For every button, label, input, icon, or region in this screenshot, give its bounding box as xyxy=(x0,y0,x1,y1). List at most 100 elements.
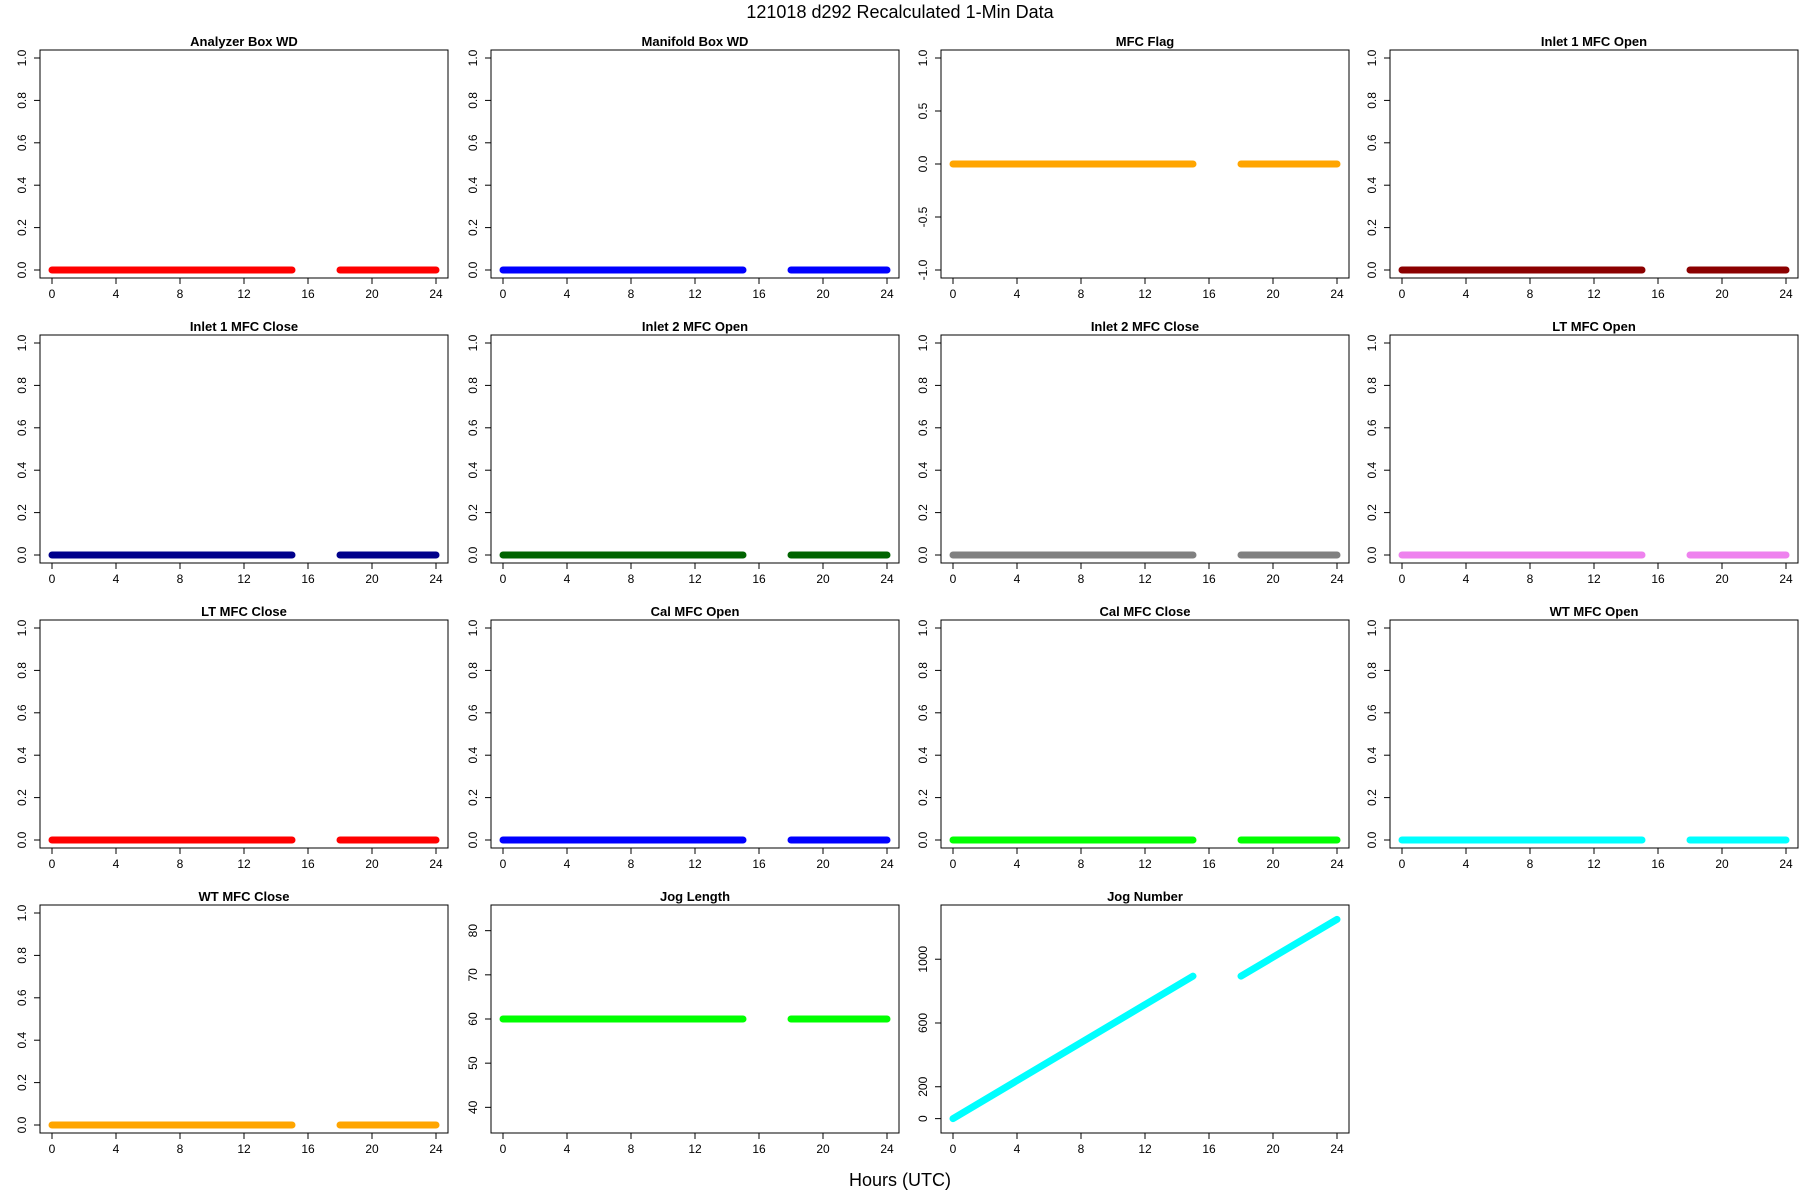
x-tick-label: 16 xyxy=(1202,287,1216,301)
y-tick-label: 40 xyxy=(466,1100,480,1114)
y-tick-label: 0.8 xyxy=(1365,662,1379,679)
x-tick-label: 20 xyxy=(1266,857,1280,871)
x-tick-label: 0 xyxy=(950,857,957,871)
y-tick-label: 0.4 xyxy=(15,747,29,764)
plot-frame xyxy=(1389,334,1799,564)
y-tick-label: -0.5 xyxy=(916,206,930,227)
x-tick-label: 12 xyxy=(1587,287,1601,301)
plot-frame xyxy=(490,334,900,564)
panel: Inlet 1 MFC Open 0 4 8 12 16 20 24 0.0 0.2 0.4 0.6 0… xyxy=(1365,34,1799,301)
panel-title: LT MFC Close xyxy=(201,604,287,619)
panel: Inlet 2 MFC Close 0 4 8 12 16 20 24 0.0 0.2 0.4 0.6… xyxy=(916,319,1350,586)
x-tick-label: 8 xyxy=(177,1142,184,1156)
y-tick-label: 0.2 xyxy=(1365,504,1379,521)
x-tick-label: 4 xyxy=(1463,287,1470,301)
x-tick-label: 4 xyxy=(1014,1142,1021,1156)
x-tick-label: 16 xyxy=(1202,572,1216,586)
x-tick-label: 0 xyxy=(49,287,56,301)
y-tick-label: 0.2 xyxy=(15,1074,29,1091)
y-tick-label: 1.0 xyxy=(466,334,480,351)
x-tick-label: 16 xyxy=(301,1142,315,1156)
x-tick-label: 12 xyxy=(237,1142,251,1156)
x-tick-label: 0 xyxy=(950,572,957,586)
y-tick-label: 0.4 xyxy=(1365,462,1379,479)
x-tick-label: 24 xyxy=(880,287,894,301)
x-tick-label: 4 xyxy=(1463,857,1470,871)
x-tick-label: 0 xyxy=(1399,572,1406,586)
x-tick-label: 8 xyxy=(1527,857,1534,871)
x-tick-label: 24 xyxy=(429,857,443,871)
series-line xyxy=(949,972,1197,1123)
x-tick-label: 24 xyxy=(1779,572,1793,586)
x-tick-label: 20 xyxy=(1715,572,1729,586)
plot-frame xyxy=(39,334,449,564)
x-tick-label: 8 xyxy=(1078,572,1085,586)
x-tick-label: 0 xyxy=(500,857,507,871)
x-tick-label: 0 xyxy=(500,1142,507,1156)
x-tick-label: 12 xyxy=(1138,857,1152,871)
x-tick-label: 20 xyxy=(816,1142,830,1156)
x-tick-label: 0 xyxy=(49,572,56,586)
y-tick-label: 0.2 xyxy=(466,219,480,236)
x-tick-label: 16 xyxy=(301,287,315,301)
panel: WT MFC Open 0 4 8 12 16 20 24 0.0 0.2 0.4 0.6 0.8 1.0 xyxy=(1365,604,1799,871)
panel-title: Inlet 2 MFC Open xyxy=(642,319,748,334)
x-tick-label: 12 xyxy=(1587,857,1601,871)
x-tick-label: 16 xyxy=(1651,572,1665,586)
y-tick-label: 0.6 xyxy=(466,419,480,436)
x-tick-label: 16 xyxy=(1202,1142,1216,1156)
x-tick-label: 4 xyxy=(564,287,571,301)
x-tick-label: 12 xyxy=(237,572,251,586)
y-tick-label: 0.6 xyxy=(466,704,480,721)
x-tick-label: 12 xyxy=(237,857,251,871)
y-tick-label: 0.0 xyxy=(15,831,29,848)
x-tick-label: 0 xyxy=(49,1142,56,1156)
y-tick-label: 0.6 xyxy=(1365,419,1379,436)
y-tick-label: 0.6 xyxy=(15,419,29,436)
x-tick-label: 12 xyxy=(237,287,251,301)
panel: Cal MFC Close 0 4 8 12 16 20 24 0.0 0.2 0.4 0.6 0.8 1… xyxy=(916,604,1350,871)
y-tick-label: 0.6 xyxy=(916,704,930,721)
x-tick-label: 0 xyxy=(49,857,56,871)
x-tick-label: 8 xyxy=(628,1142,635,1156)
y-tick-label: 0.0 xyxy=(15,1116,29,1133)
panel-title: WT MFC Close xyxy=(199,889,290,904)
x-axis-title: Hours (UTC) xyxy=(849,1170,951,1190)
y-tick-label: 0.8 xyxy=(15,92,29,109)
panel: Jog Number 0 4 8 12 16 20 24 0 200 600 1000 xyxy=(916,889,1350,1156)
y-tick-label: 1.0 xyxy=(916,619,930,636)
y-tick-label: 0.0 xyxy=(466,831,480,848)
y-tick-label: 60 xyxy=(466,1012,480,1026)
y-tick-label: 0.4 xyxy=(15,1032,29,1049)
x-tick-label: 12 xyxy=(688,857,702,871)
x-tick-label: 16 xyxy=(752,857,766,871)
y-tick-label: 0.0 xyxy=(916,831,930,848)
y-tick-label: 0.2 xyxy=(15,504,29,521)
x-tick-label: 4 xyxy=(564,1142,571,1156)
plot-frame xyxy=(940,904,1350,1134)
y-tick-label: 0.4 xyxy=(1365,177,1379,194)
x-tick-label: 0 xyxy=(950,287,957,301)
y-tick-label: 0.6 xyxy=(15,989,29,1006)
panel-title: Manifold Box WD xyxy=(642,34,749,49)
x-tick-label: 4 xyxy=(113,1142,120,1156)
y-tick-label: 1000 xyxy=(916,946,930,973)
panel: WT MFC Close 0 4 8 12 16 20 24 0.0 0.2 0.4 0.6 0.8 1.… xyxy=(15,889,449,1156)
y-tick-label: 1.0 xyxy=(15,334,29,351)
plot-frame xyxy=(1389,49,1799,279)
panel: Cal MFC Open 0 4 8 12 16 20 24 0.0 0.2 0.4 0.6 0.8 1.… xyxy=(466,604,900,871)
y-tick-label: 600 xyxy=(916,1013,930,1033)
y-tick-label: 80 xyxy=(466,924,480,938)
plot-frame xyxy=(490,49,900,279)
panel-title: Inlet 2 MFC Close xyxy=(1091,319,1199,334)
y-tick-label: 0.0 xyxy=(466,261,480,278)
x-tick-label: 20 xyxy=(1266,287,1280,301)
y-tick-label: 0.6 xyxy=(15,134,29,151)
x-tick-label: 20 xyxy=(365,857,379,871)
y-tick-label: 0.0 xyxy=(466,546,480,563)
panel: Analyzer Box WD 0 4 8 12 16 20 24 0.0 0.2 0.4 0.6 0.… xyxy=(15,34,449,301)
x-tick-label: 8 xyxy=(1078,287,1085,301)
y-tick-label: 0.2 xyxy=(1365,219,1379,236)
y-tick-label: 1.0 xyxy=(466,619,480,636)
y-tick-label: -1.0 xyxy=(916,259,930,280)
